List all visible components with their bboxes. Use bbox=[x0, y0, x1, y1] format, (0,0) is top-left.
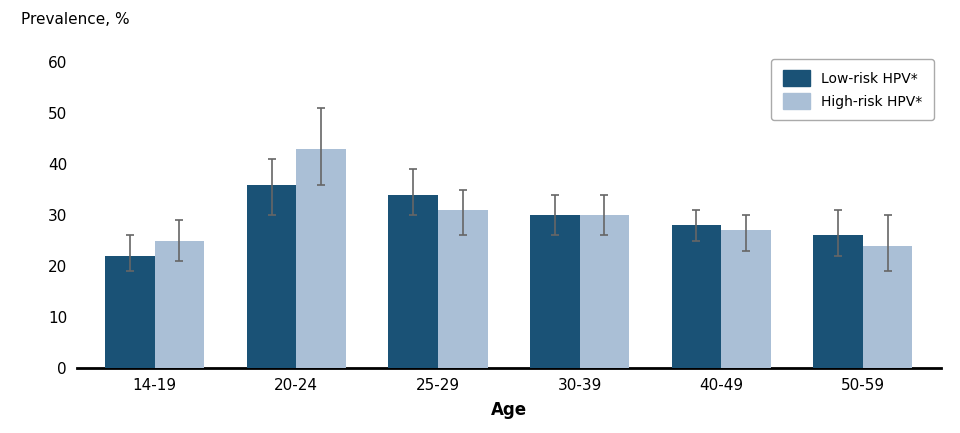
Bar bbox=[863, 246, 912, 368]
Bar bbox=[106, 256, 155, 368]
Bar bbox=[721, 230, 771, 368]
Bar bbox=[813, 236, 863, 368]
Bar bbox=[297, 149, 346, 368]
Text: Prevalence, %: Prevalence, % bbox=[20, 12, 130, 27]
Bar bbox=[389, 195, 438, 368]
X-axis label: Age: Age bbox=[491, 401, 527, 419]
Bar bbox=[438, 210, 488, 368]
Bar bbox=[672, 225, 721, 368]
Legend: Low-risk HPV*, High-risk HPV*: Low-risk HPV*, High-risk HPV* bbox=[772, 59, 934, 120]
Bar bbox=[530, 215, 580, 368]
Bar bbox=[247, 184, 297, 368]
Bar bbox=[580, 215, 629, 368]
Bar bbox=[155, 241, 204, 368]
